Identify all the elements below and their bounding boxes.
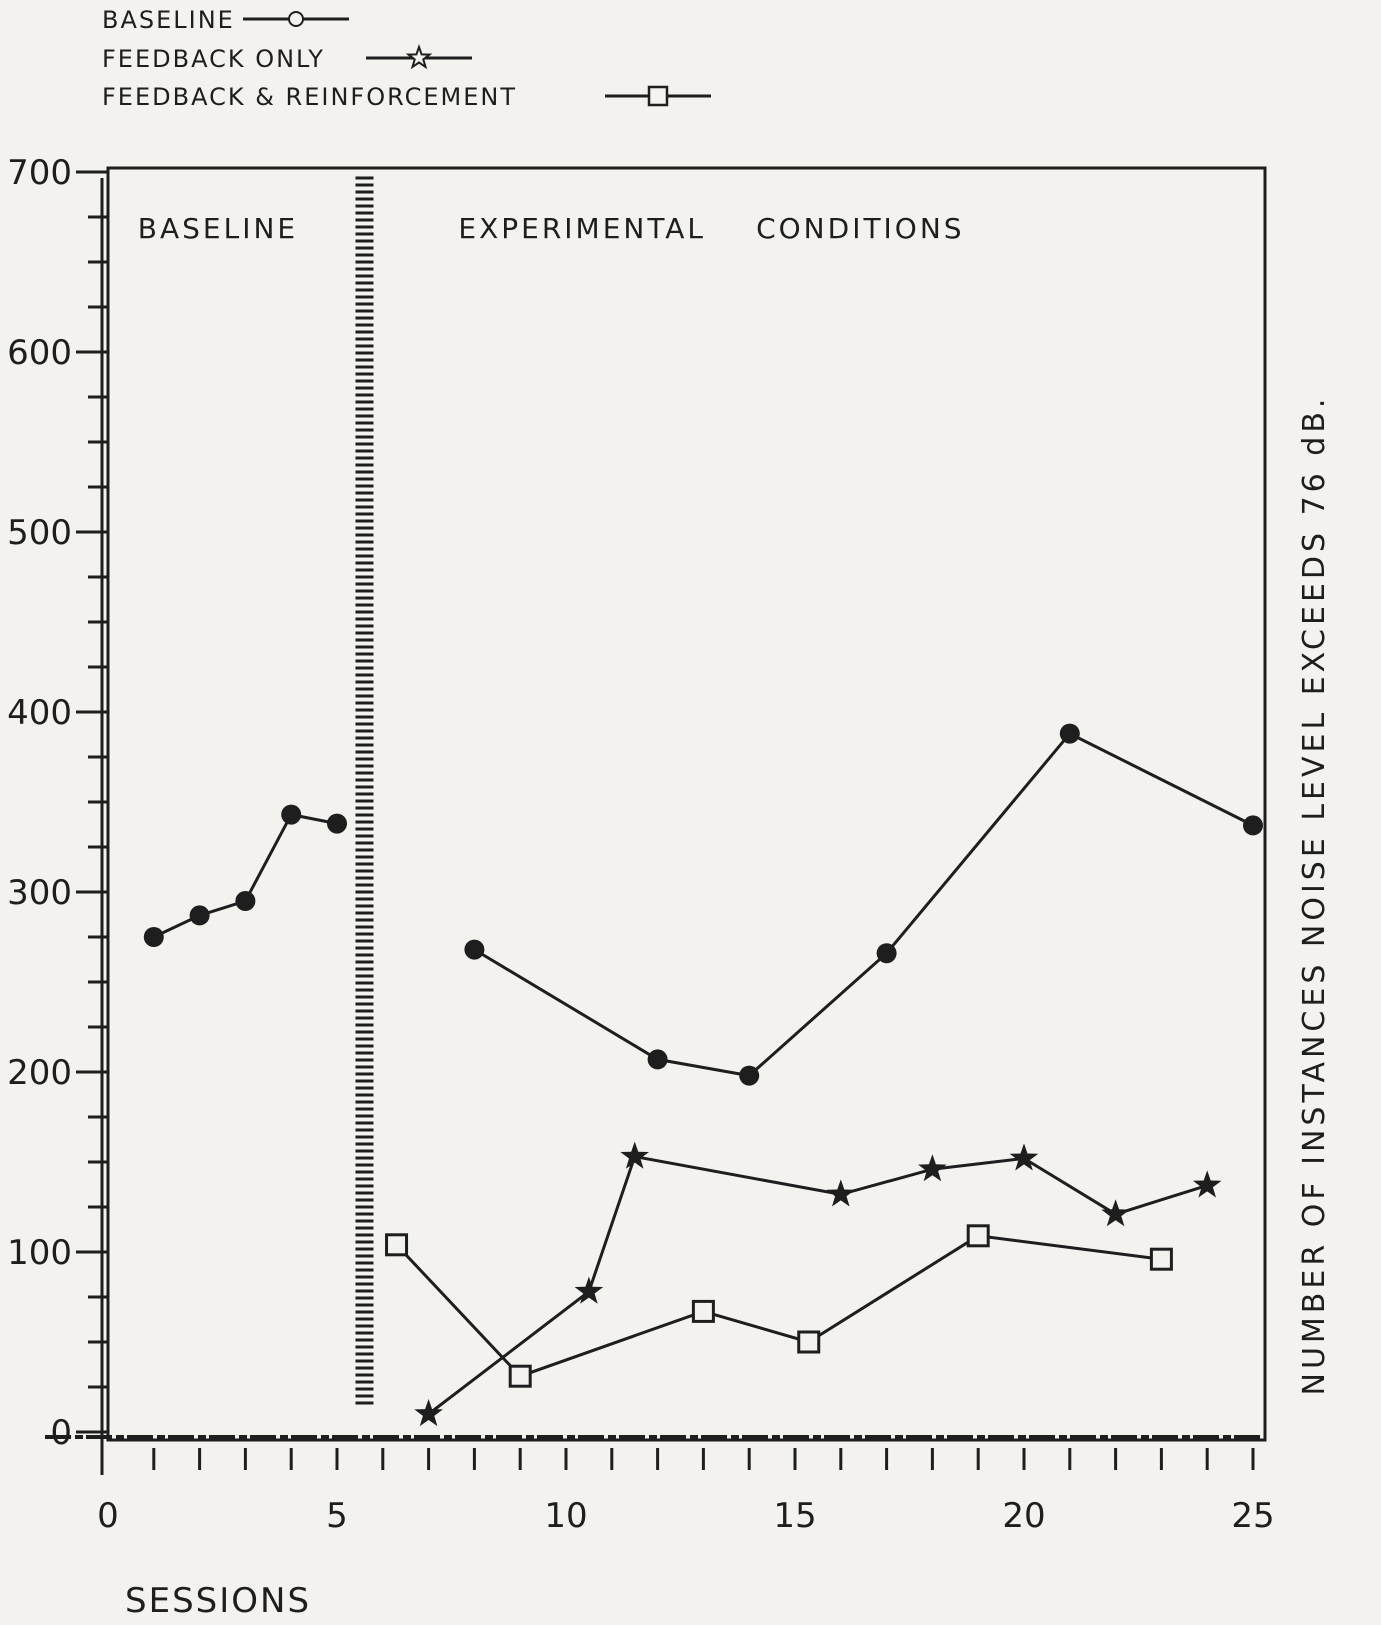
legend-entry: FEEDBACK ONLY bbox=[102, 43, 472, 73]
legend-label: BASELINE bbox=[102, 6, 235, 34]
x-axis-label: SESSIONS bbox=[125, 1581, 311, 1621]
data-point-circle bbox=[876, 943, 897, 964]
legend-entry: FEEDBACK & REINFORCEMENT bbox=[102, 83, 711, 111]
series-line bbox=[395, 1234, 1162, 1378]
phase-label: BASELINE bbox=[138, 212, 298, 245]
data-point-star bbox=[1192, 1170, 1222, 1198]
data-point-star bbox=[1101, 1199, 1130, 1227]
series-circle bbox=[143, 723, 1263, 1086]
data-point-star bbox=[1009, 1143, 1039, 1171]
x-tick-label: 5 bbox=[326, 1496, 348, 1536]
x-tick-label: 25 bbox=[1231, 1496, 1274, 1536]
legend-marker-circle bbox=[288, 11, 304, 27]
data-point-circle bbox=[189, 905, 210, 926]
data-point-circle bbox=[1059, 723, 1080, 744]
data-point-circle bbox=[647, 1049, 668, 1070]
plot-border bbox=[106, 166, 1267, 1442]
y-axis-label: NUMBER OF INSTANCES NOISE LEVEL EXCEEDS … bbox=[1297, 395, 1332, 1396]
y-tick-label: 600 bbox=[7, 333, 72, 373]
y-tick-label: 500 bbox=[7, 513, 72, 553]
data-point-square bbox=[385, 1233, 409, 1257]
data-point-circle bbox=[327, 813, 347, 834]
data-point-circle bbox=[281, 804, 302, 825]
legend-entry: BASELINE bbox=[102, 6, 349, 34]
data-point-circle bbox=[739, 1065, 760, 1086]
y-axis: 0 100 200 300 400 500 600 700 bbox=[7, 153, 108, 1453]
series-square bbox=[385, 1224, 1173, 1388]
legend-label: FEEDBACK & REINFORCEMENT bbox=[102, 83, 517, 111]
x-axis: 0 5 10 15 20 25 bbox=[97, 1448, 1275, 1536]
x-tick-label: 10 bbox=[544, 1496, 587, 1536]
phase-label: CONDITIONS bbox=[756, 212, 964, 245]
y-tick-label: 0 bbox=[50, 1413, 72, 1453]
legend-label: FEEDBACK ONLY bbox=[102, 45, 325, 73]
phase-label: EXPERIMENTAL bbox=[458, 212, 706, 245]
y-tick-label: 200 bbox=[7, 1053, 72, 1093]
y-tick-label: 100 bbox=[7, 1233, 72, 1273]
series-line bbox=[153, 812, 338, 939]
legend-marker-square bbox=[647, 85, 669, 107]
data-point-circle bbox=[143, 927, 164, 947]
data-point-square bbox=[1149, 1247, 1173, 1271]
series-star bbox=[414, 1141, 1222, 1427]
series-layer bbox=[143, 723, 1263, 1427]
x-tick-label: 15 bbox=[773, 1496, 816, 1536]
y-tick-label: 300 bbox=[7, 873, 72, 913]
data-point-circle bbox=[464, 939, 485, 960]
y-tick-label: 400 bbox=[7, 693, 72, 733]
data-point-star bbox=[918, 1154, 947, 1182]
data-point-star bbox=[826, 1179, 856, 1207]
legend-marker-star bbox=[405, 43, 433, 70]
x-tick-label: 0 bbox=[97, 1496, 119, 1536]
data-point-circle bbox=[235, 891, 256, 911]
data-point-square bbox=[797, 1330, 821, 1354]
plot-frame bbox=[45, 166, 1267, 1475]
data-point-star bbox=[414, 1399, 443, 1427]
data-point-square bbox=[966, 1224, 990, 1248]
series-line bbox=[473, 731, 1254, 1078]
data-point-star bbox=[620, 1141, 649, 1169]
data-point-star bbox=[574, 1276, 604, 1304]
y-tick-label: 700 bbox=[7, 153, 72, 193]
data-point-circle bbox=[1243, 815, 1263, 836]
x-tick-label: 20 bbox=[1002, 1496, 1045, 1536]
phase-labels: BASELINE EXPERIMENTAL CONDITIONS bbox=[138, 212, 964, 245]
series-line bbox=[427, 1154, 1208, 1416]
data-point-square bbox=[508, 1364, 532, 1388]
phase-divider bbox=[355, 176, 374, 1405]
data-point-square bbox=[691, 1299, 715, 1323]
legend: BASELINE FEEDBACK ONLY FEEDBACK & REINFORC… bbox=[102, 6, 711, 111]
